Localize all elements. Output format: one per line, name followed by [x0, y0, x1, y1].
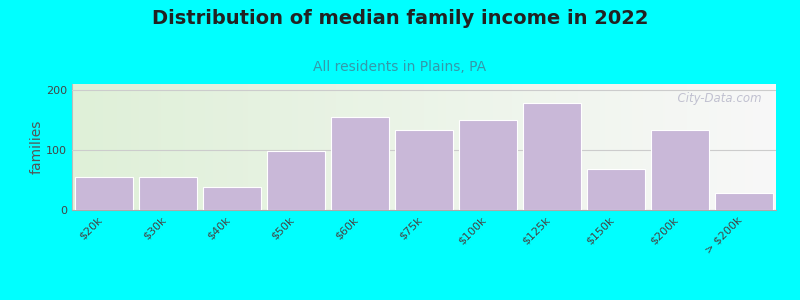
Bar	[715, 193, 773, 210]
Bar	[75, 177, 133, 210]
Bar	[395, 130, 453, 210]
Text: Distribution of median family income in 2022: Distribution of median family income in …	[152, 9, 648, 28]
Bar	[459, 120, 517, 210]
Bar	[203, 187, 261, 210]
Bar	[331, 117, 389, 210]
Bar	[651, 130, 709, 210]
Y-axis label: families: families	[30, 120, 43, 174]
Bar	[587, 169, 645, 210]
Bar	[523, 103, 581, 210]
Bar	[139, 177, 197, 210]
Bar	[267, 151, 325, 210]
Text: All residents in Plains, PA: All residents in Plains, PA	[314, 60, 486, 74]
Text: City-Data.com: City-Data.com	[670, 92, 762, 105]
